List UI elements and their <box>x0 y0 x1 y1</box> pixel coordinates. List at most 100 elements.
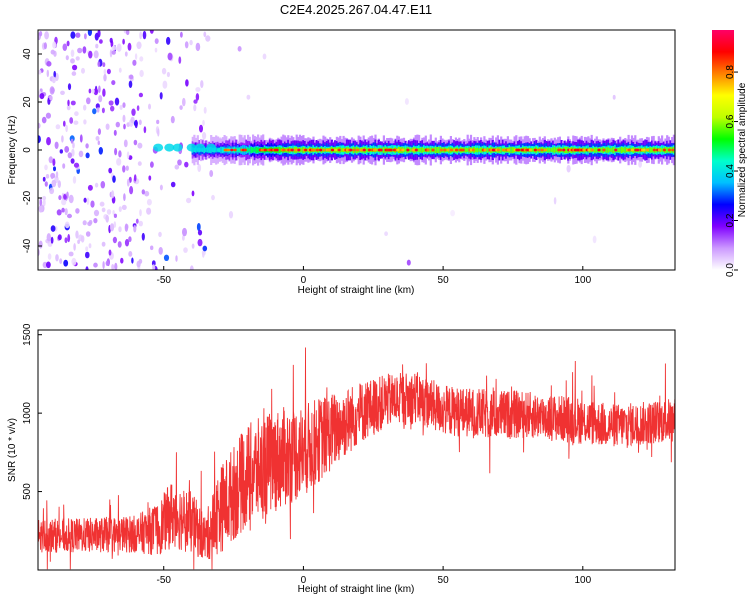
noise-dot <box>75 56 80 61</box>
noise-dot <box>93 88 99 96</box>
noise-dot <box>123 139 128 148</box>
signal-peak <box>597 148 601 152</box>
noise-dot <box>138 220 143 227</box>
noise-dot <box>66 105 71 111</box>
spectrogram-xlabel: Height of straight line (km) <box>298 285 415 296</box>
noise-dot <box>125 165 129 171</box>
noise-dot <box>73 120 79 125</box>
noise-dot <box>132 59 137 66</box>
noise-dot <box>85 152 90 159</box>
colorbar-tick-label: 0.4 <box>725 164 736 178</box>
noise-dot <box>60 90 65 96</box>
snr-panel: -50 0 50 100 500 1000 1500 Height of straight … <box>7 323 676 595</box>
noise-dot <box>46 233 51 242</box>
noise-dot <box>85 246 89 252</box>
noise-dot <box>46 69 49 78</box>
noise-dot <box>126 151 130 159</box>
noise-dot <box>237 46 242 52</box>
signal-band <box>555 147 558 153</box>
noise-dot <box>78 150 84 158</box>
signal-peak <box>657 148 662 152</box>
noise-dot <box>73 243 76 251</box>
noise-dot <box>66 40 70 47</box>
signal-band <box>617 148 620 152</box>
spectrogram-panel: -50 0 50 100 -40 -20 0 20 40 Height of straight … <box>7 29 676 296</box>
noise-dot <box>55 124 61 130</box>
noise-dot <box>45 112 52 119</box>
noise-dot <box>199 124 203 133</box>
noise-dot <box>61 135 64 143</box>
signal-peak <box>396 148 400 152</box>
noise-dot <box>102 261 105 270</box>
noise-dot <box>67 152 73 159</box>
noise-dot <box>42 195 47 201</box>
signal-peak <box>496 148 500 152</box>
signal-band <box>475 148 478 153</box>
noise-dot <box>46 137 51 146</box>
noise-dot <box>406 259 411 266</box>
signal-peak <box>263 148 267 152</box>
signal-band <box>480 147 483 153</box>
noise-dot <box>49 95 53 101</box>
noise-dot <box>87 30 92 36</box>
noise-dot <box>70 31 76 39</box>
noise-dot <box>38 240 43 249</box>
noise-dot <box>133 225 137 233</box>
noise-dot <box>88 50 93 59</box>
noise-dot <box>134 53 138 60</box>
noise-dot <box>113 221 117 228</box>
noise-dot <box>81 67 85 74</box>
signal-band <box>612 146 615 154</box>
x-tick-label: 100 <box>574 275 591 286</box>
noise-dot <box>85 231 91 237</box>
noise-dot <box>59 149 63 154</box>
noise-dot <box>42 176 46 182</box>
noise-dot <box>64 221 70 229</box>
noise-dot <box>115 121 121 128</box>
noise-dot <box>185 79 189 87</box>
noise-dot <box>105 214 109 223</box>
noise-dot <box>148 175 152 181</box>
signal-peak <box>506 148 511 152</box>
noise-dot <box>105 260 110 266</box>
noise-dot <box>450 209 455 217</box>
noise-dot <box>197 164 202 172</box>
noise-dot <box>68 194 74 204</box>
noise-dot <box>139 69 144 78</box>
noise-dot <box>71 257 77 266</box>
noise-dot <box>69 117 74 124</box>
noise-dot <box>58 195 62 201</box>
signal-peak <box>642 148 646 152</box>
noise-dot <box>203 106 207 114</box>
signal-peak <box>652 148 656 152</box>
noise-dot <box>133 139 138 146</box>
signal-peak <box>449 148 454 152</box>
noise-dot <box>93 262 98 268</box>
signal-blob <box>172 143 183 152</box>
signal-peak <box>646 148 650 152</box>
signal-band <box>565 147 568 153</box>
x-tick-label: 0 <box>301 575 307 586</box>
spectrogram-ylabel: Frequency (Hz) <box>7 116 18 185</box>
x-tick-label: -50 <box>156 575 171 586</box>
signal-band <box>419 147 422 153</box>
signal-blob <box>164 143 175 152</box>
noise-dot <box>158 247 163 255</box>
noise-dot <box>75 32 81 38</box>
signal-band <box>216 148 219 152</box>
snr-xlabel: Height of straight line (km) <box>298 584 415 595</box>
signal-band <box>619 147 622 153</box>
noise-dot <box>205 35 211 42</box>
signal-peak <box>330 148 335 152</box>
noise-dot <box>44 181 48 187</box>
signal-peak <box>516 148 521 152</box>
noise-dot <box>85 143 89 149</box>
signal-band <box>600 147 603 153</box>
noise-dot <box>202 245 208 252</box>
signal-band <box>553 147 556 153</box>
noise-dot <box>138 92 143 98</box>
noise-dot <box>180 31 183 38</box>
noise-dot <box>404 98 409 105</box>
noise-dot <box>38 69 42 75</box>
noise-dot <box>166 71 170 78</box>
